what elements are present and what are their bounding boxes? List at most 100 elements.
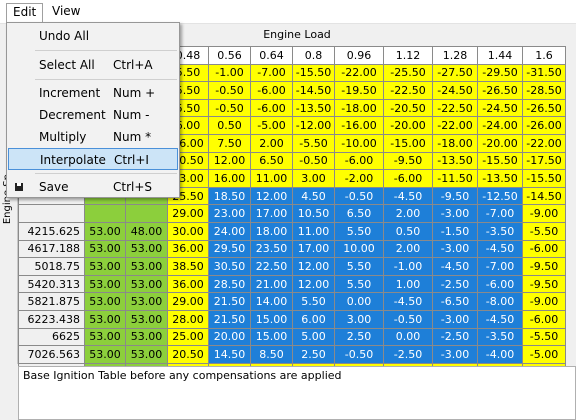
table-cell[interactable]: 11.00 — [250, 169, 293, 188]
table-cell[interactable]: 3.00 — [334, 309, 384, 329]
table-cell[interactable]: 24.00 — [208, 221, 251, 241]
menu-item-decrement[interactable]: Decrement Num - — [7, 104, 179, 126]
table-cell[interactable]: 53.00 — [84, 274, 126, 294]
table-cell[interactable]: -13.50 — [477, 169, 523, 188]
table-cell[interactable]: 0.00 — [383, 327, 433, 347]
table-cell[interactable]: -9.50 — [522, 274, 566, 294]
table-cell[interactable]: -31.50 — [522, 63, 566, 83]
table-cell[interactable]: -2.00 — [334, 169, 384, 188]
table-cell[interactable] — [84, 204, 126, 223]
table-cell[interactable]: -22.50 — [432, 98, 478, 118]
table-cell[interactable]: -5.50 — [292, 133, 335, 153]
table-cell[interactable]: 6.50 — [334, 204, 384, 223]
table-cell[interactable]: -19.50 — [334, 81, 384, 100]
table-cell[interactable]: -11.50 — [432, 169, 478, 188]
table-cell[interactable]: 0.00 — [334, 292, 384, 311]
table-cell[interactable]: 10.00 — [334, 239, 384, 259]
table-cell[interactable]: -4.50 — [432, 257, 478, 276]
table-cell[interactable]: -2.50 — [432, 327, 478, 347]
table-cell[interactable]: -3.00 — [432, 345, 478, 364]
table-cell[interactable]: -20.00 — [477, 133, 523, 153]
table-cell[interactable]: 23.00 — [208, 204, 251, 223]
table-cell[interactable]: 12.00 — [250, 186, 293, 206]
table-cell[interactable]: -26.50 — [522, 98, 566, 118]
table-cell[interactable]: -3.00 — [432, 239, 478, 259]
table-cell[interactable]: 0.50 — [383, 221, 433, 241]
table-cell[interactable]: -14.50 — [522, 186, 566, 206]
table-cell[interactable]: 12.00 — [292, 257, 335, 276]
table-cell[interactable]: 53.00 — [125, 274, 168, 294]
table-cell[interactable]: -15.50 — [477, 151, 523, 171]
table-cell[interactable]: 18.00 — [250, 221, 293, 241]
table-cell[interactable]: -6.00 — [477, 274, 523, 294]
table-cell[interactable]: -26.50 — [477, 81, 523, 100]
table-cell[interactable]: -28.50 — [522, 81, 566, 100]
table-cell[interactable]: 53.00 — [84, 239, 126, 259]
table-cell[interactable]: -26.00 — [522, 116, 566, 135]
table-cell[interactable]: 5.50 — [334, 221, 384, 241]
table-cell[interactable]: -3.50 — [477, 221, 523, 241]
table-cell[interactable]: -5.50 — [522, 327, 566, 347]
table-cell[interactable]: -24.50 — [432, 81, 478, 100]
table-cell[interactable]: -9.50 — [522, 257, 566, 276]
table-cell[interactable]: 5.50 — [292, 292, 335, 311]
table-cell[interactable]: -13.50 — [292, 98, 335, 118]
table-cell[interactable]: 18.50 — [208, 186, 251, 206]
table-cell[interactable]: 2.50 — [292, 345, 335, 364]
table-cell[interactable]: -6.00 — [250, 98, 293, 118]
table-cell[interactable]: -10.00 — [334, 133, 384, 153]
menu-edit[interactable]: Edit — [6, 3, 44, 22]
table-cell[interactable]: -2.50 — [432, 274, 478, 294]
table-cell[interactable]: -7.00 — [250, 63, 293, 83]
table-cell[interactable]: 21.50 — [208, 292, 251, 311]
table-cell[interactable]: 2.00 — [250, 133, 293, 153]
table-cell[interactable]: 21.50 — [208, 309, 251, 329]
table-cell[interactable]: -27.50 — [432, 63, 478, 83]
table-cell[interactable]: -6.00 — [250, 81, 293, 100]
table-cell[interactable]: 28.50 — [208, 274, 251, 294]
table-cell[interactable]: -6.50 — [432, 292, 478, 311]
table-cell[interactable]: 3.00 — [292, 169, 335, 188]
table-cell[interactable]: 30.00 — [167, 221, 209, 241]
menu-item-undo-all[interactable]: Undo All — [7, 25, 179, 47]
table-cell[interactable]: -29.50 — [477, 63, 523, 83]
table-cell[interactable]: -16.00 — [334, 116, 384, 135]
table-cell[interactable]: 5.50 — [334, 274, 384, 294]
menu-item-save[interactable]: Save Ctrl+S — [7, 176, 179, 198]
table-cell[interactable]: 38.50 — [167, 257, 209, 276]
table-cell[interactable]: -4.50 — [383, 292, 433, 311]
table-cell[interactable]: -17.50 — [522, 151, 566, 171]
table-cell[interactable]: -22.00 — [432, 116, 478, 135]
table-cell[interactable]: 2.50 — [334, 327, 384, 347]
menu-item-increment[interactable]: Increment Num + — [7, 82, 179, 104]
table-cell[interactable]: -25.50 — [383, 63, 433, 83]
table-cell[interactable]: -1.00 — [383, 257, 433, 276]
table-cell[interactable]: -1.00 — [208, 63, 251, 83]
table-cell[interactable]: 53.00 — [84, 292, 126, 311]
menu-item-select-all[interactable]: Select All Ctrl+A — [7, 54, 179, 76]
table-cell[interactable]: 53.00 — [125, 239, 168, 259]
table-cell[interactable]: -4.50 — [477, 239, 523, 259]
table-cell[interactable]: 30.50 — [208, 257, 251, 276]
table-cell[interactable]: -24.50 — [477, 98, 523, 118]
table-cell[interactable]: 17.00 — [292, 239, 335, 259]
table-cell[interactable]: 29.50 — [208, 239, 251, 259]
table-cell[interactable]: -9.50 — [383, 151, 433, 171]
table-cell[interactable]: -1.50 — [432, 221, 478, 241]
table-cell[interactable]: -24.00 — [477, 116, 523, 135]
table-cell[interactable]: 20.50 — [167, 345, 209, 364]
table-cell[interactable]: 53.00 — [84, 345, 126, 364]
table-cell[interactable]: 53.00 — [84, 257, 126, 276]
table-cell[interactable]: -4.50 — [383, 186, 433, 206]
table-cell[interactable]: -9.00 — [522, 292, 566, 311]
table-cell[interactable]: -0.50 — [292, 151, 335, 171]
table-cell[interactable]: -15.50 — [522, 169, 566, 188]
table-cell[interactable]: -18.00 — [334, 98, 384, 118]
table-cell[interactable]: -4.50 — [477, 309, 523, 329]
table-cell[interactable]: 6.50 — [250, 151, 293, 171]
table-cell[interactable]: 2.00 — [383, 239, 433, 259]
table-cell[interactable]: 23.50 — [250, 239, 293, 259]
table-cell[interactable]: -9.00 — [522, 204, 566, 223]
table-cell[interactable]: 28.00 — [167, 309, 209, 329]
table-cell[interactable]: -6.00 — [522, 239, 566, 259]
